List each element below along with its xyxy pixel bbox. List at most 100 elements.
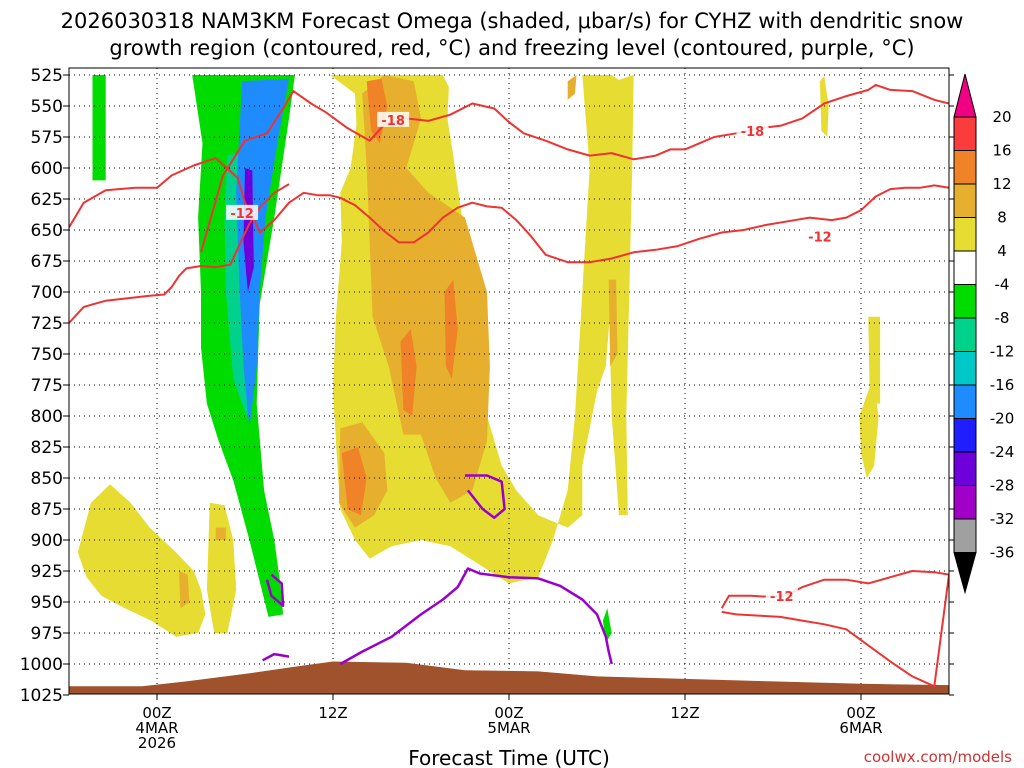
omega-region-yellow-right-c (868, 316, 881, 404)
colorbar-band (953, 183, 977, 218)
freezing-contour-1 (265, 573, 285, 607)
colorbar-band (953, 351, 977, 386)
contour-label: -12 (770, 590, 794, 605)
y-tick-label: 1000 (20, 655, 63, 675)
omega-region-orange-right-col (608, 279, 618, 367)
x-tick-label: 12Z (318, 704, 347, 722)
colorbar-band (953, 518, 977, 553)
y-tick-label: 750 (31, 345, 63, 365)
colorbar-band (953, 451, 977, 486)
omega-region-yellow-right-column (608, 75, 634, 516)
y-tick-label: 850 (31, 469, 63, 489)
colorbar-label: -28 (990, 477, 1015, 495)
omega-region-yellow-lower-left (77, 484, 206, 637)
x-tick-label: 4MAR (135, 719, 178, 737)
y-tick-label: 600 (31, 159, 63, 179)
contour-labels: -18 -18 -12 -12 -12 (226, 111, 836, 605)
x-tick-label: 00Z (494, 704, 523, 722)
colorbar-top-arrow (953, 73, 977, 118)
dgz-contour-0 (200, 83, 949, 253)
omega-region-green-small (602, 608, 612, 643)
contour-label-bg (736, 123, 769, 139)
omega-region-violet-core (243, 168, 254, 292)
contour-label: -18 (381, 114, 405, 129)
colorbar-label: 12 (992, 175, 1011, 193)
y-tick-label: 925 (31, 562, 63, 582)
omega-region-yellow-top-right (819, 76, 829, 137)
freezing-contour-0 (465, 474, 506, 519)
omega-region-orange-small-b (215, 527, 226, 540)
freezing-contour-3 (262, 652, 290, 662)
y-tick-label: 525 (31, 66, 63, 86)
y-tick-label: 900 (31, 531, 63, 551)
omega-region-green-column (92, 75, 106, 181)
y-tick-label: 800 (31, 407, 63, 427)
y-tick-label: 950 (31, 593, 63, 613)
omega-region-yellow-small-a (206, 502, 237, 633)
x-axis-label: Forecast Time (UTC) (408, 746, 610, 768)
omega-region-dorange-low (341, 447, 367, 516)
y-tick-label: 825 (31, 438, 63, 458)
credit-text: coolwx.com/models (864, 748, 1012, 766)
y-axis: 525 550 575 600 625 650 675 700 725 750 775 800 825 8… (20, 66, 954, 706)
x-tick-label: 2026 (138, 734, 176, 752)
x-tick-label: 00Z (142, 704, 171, 722)
omega-region-orange-main (362, 75, 490, 503)
x-tick-label: 00Z (846, 704, 875, 722)
colorbar-band (953, 485, 977, 520)
contour-label-bg (377, 111, 410, 127)
colorbar-label: -24 (990, 443, 1015, 461)
colorbar-label: -16 (990, 376, 1015, 394)
y-tick-label: 975 (31, 624, 63, 644)
y-tick-label: 1025 (20, 686, 63, 706)
colorbar-label: -4 (995, 276, 1010, 294)
terrain-surface (69, 661, 949, 694)
y-tick-label: 650 (31, 221, 63, 241)
y-tick-label: 675 (31, 252, 63, 272)
contour-label: -12 (230, 207, 254, 222)
colorbar-label: -36 (990, 544, 1015, 562)
y-tick-label: 700 (31, 283, 63, 303)
y-tick-label: 875 (31, 500, 63, 520)
y-tick-label: 725 (31, 314, 63, 334)
chart-title-line1: 2026030318 NAM3KM Forecast Omega (shaded… (61, 9, 964, 33)
colorbar-label: -12 (990, 343, 1015, 361)
contour-label-bg (765, 588, 798, 604)
x-tick-label: 5MAR (487, 719, 530, 737)
contour-label-bg (226, 204, 259, 220)
colorbar-band (953, 116, 977, 151)
omega-region-blue-core (236, 78, 289, 429)
colorbar-band (953, 418, 977, 453)
y-tick-label: 775 (31, 376, 63, 396)
colorbar-label: 4 (997, 242, 1007, 260)
colorbar-label: 16 (992, 142, 1011, 160)
colorbar-band (953, 250, 977, 285)
grid-lines (69, 68, 949, 694)
y-tick-label: 625 (31, 190, 63, 210)
omega-region-orange-small-left (179, 571, 190, 609)
colorbar-label: 8 (997, 209, 1007, 227)
colorbar: 20 16 12 8 4 -4 -8 -12 -16 -20 -24 -28 -32 -36 (953, 73, 1015, 595)
chart-title-line2: growth region (contoured, red, °C) and f… (109, 36, 914, 60)
colorbar-band (953, 217, 977, 252)
colorbar-label: -8 (995, 309, 1010, 327)
colorbar-label: -20 (990, 410, 1015, 428)
omega-shading (77, 75, 881, 643)
colorbar-band (953, 284, 977, 319)
x-tick-label: 12Z (670, 704, 699, 722)
colorbar-band (953, 150, 977, 185)
terrain-fill (69, 661, 949, 694)
dgz-contour-1 (69, 157, 949, 264)
plot-area: -18 -18 -12 -12 -12 (69, 68, 949, 694)
colorbar-band (953, 384, 977, 419)
contour-label: -18 (741, 125, 765, 140)
freezing-level-contours (262, 474, 613, 666)
contour-label: -12 (808, 230, 832, 245)
colorbar-label: -32 (990, 510, 1015, 528)
dgz-contour-3 (720, 570, 949, 688)
omega-region-orange-top-right (567, 75, 577, 100)
colorbar-bottom-arrow (953, 552, 977, 595)
x-tick-label: 6MAR (839, 719, 882, 737)
y-tick-label: 575 (31, 128, 63, 148)
